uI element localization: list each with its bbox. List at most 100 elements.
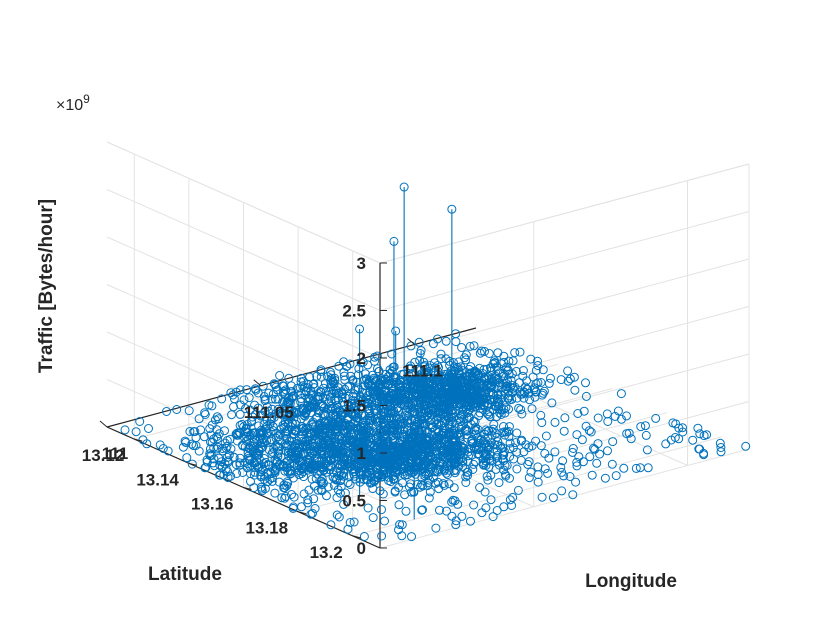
data-point [298,405,308,415]
data-point [533,361,543,370]
data-point [492,506,502,515]
data-point [581,378,590,388]
data-point [486,470,496,480]
data-point [262,428,272,438]
data-point [544,378,554,388]
stem-point [409,429,419,439]
data-point [251,456,261,466]
data-point [405,364,415,374]
data-point [513,485,523,495]
data-point [383,437,393,447]
stem-point [399,182,409,192]
data-point [431,523,441,533]
data-point [570,385,580,395]
z-axis-label: Traffic [Bytes/hour] [36,199,57,373]
data-point [505,444,515,454]
data-point [522,384,532,394]
data-point [421,364,431,374]
data-point [381,424,391,434]
data-point [507,369,517,379]
data-point [537,492,547,502]
data-point [363,360,373,370]
data-point [263,469,272,479]
data-point [221,443,231,453]
data-point [527,404,537,414]
data-point [217,394,227,404]
data-point [394,500,404,510]
data-point [385,379,395,388]
data-point [438,392,448,402]
data-point [462,388,472,398]
data-point [423,378,433,388]
data-point [199,432,209,442]
data-point [390,487,400,497]
data-point [239,395,249,405]
tick-layer: 0 0.5 1 1.5 2 2.5 3 13.12 13.14 13.16 13.18 13.2 111… [82,254,443,562]
data-point [404,370,414,380]
data-point [454,389,464,399]
data-point [345,518,355,527]
data-point [457,410,467,419]
y-tick-label: 13.14 [136,470,179,489]
data-point [298,381,308,391]
data-point [249,428,259,438]
data-point [558,456,568,466]
data-point [256,482,266,492]
data-point [393,447,403,456]
data-point [260,471,270,481]
data-point [360,369,370,379]
data-point [533,356,542,366]
data-point [563,366,573,376]
data-point [617,414,626,424]
data-point [303,383,312,393]
data-point [327,430,337,439]
data-point [244,393,254,403]
data-point [332,510,342,520]
data-point [678,423,687,433]
data-point [313,485,323,495]
data-point [481,425,491,435]
data-point [325,462,335,472]
data-point [428,453,438,462]
data-point [377,392,387,402]
data-point [572,430,582,440]
data-point [467,434,477,444]
data-point [503,393,513,403]
x-axis-label: Longitude [585,571,677,592]
data-point [299,472,309,482]
data-point [349,389,359,399]
data-point [451,520,461,530]
data-point [423,435,432,445]
data-point [283,415,293,424]
data-point [460,353,470,363]
data-point [504,369,514,379]
data-point [283,427,293,436]
data-point [277,493,287,503]
data-point [418,481,428,491]
data-point [526,354,536,364]
data-point [315,406,324,416]
data-point [466,362,476,372]
data-point [511,438,521,448]
data-point [299,410,309,420]
data-point [246,430,256,440]
data-point [505,473,514,483]
data-point [281,410,291,420]
data-point [339,459,349,469]
data-point [328,472,338,482]
data-point [236,400,246,410]
data-point [469,416,478,426]
data-point [559,426,569,436]
data-point [305,372,315,382]
data-point [290,398,300,408]
data-point [399,427,409,437]
data-point [487,426,497,436]
data-point [492,393,502,403]
data-point [622,411,631,421]
data-point [603,417,613,426]
data-point [322,491,331,501]
data-point [268,422,278,432]
data-point [368,388,378,398]
data-point [342,439,352,448]
data-point [407,532,416,542]
